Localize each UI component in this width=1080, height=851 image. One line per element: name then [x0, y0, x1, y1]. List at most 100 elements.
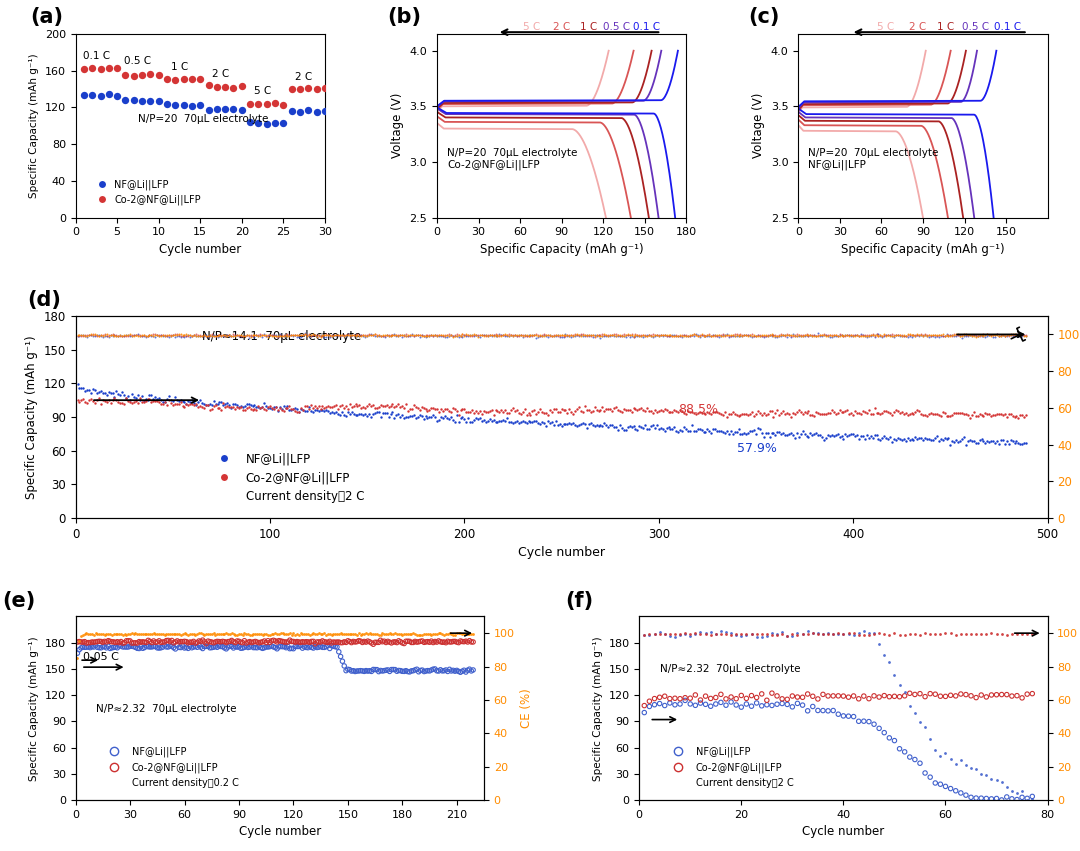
Point [850, 329, 867, 343]
Point [77, 395, 94, 408]
Point [104, 628, 121, 642]
Point [329, 403, 347, 416]
Point [354, 636, 372, 649]
Point [71, 328, 89, 341]
Point [463, 403, 481, 416]
Point [977, 768, 995, 782]
Point [279, 329, 296, 343]
Point [835, 329, 852, 343]
Point [861, 692, 878, 705]
Point [908, 432, 926, 446]
Point [849, 328, 866, 341]
Point [993, 407, 1010, 420]
Point [237, 328, 254, 342]
Point [584, 328, 602, 342]
Point [129, 637, 146, 650]
Point [541, 328, 558, 341]
Point [509, 329, 526, 343]
Point [617, 328, 634, 341]
Point [829, 328, 847, 342]
Point [821, 330, 838, 344]
Point [325, 399, 342, 413]
Point [747, 407, 765, 420]
Point [388, 399, 405, 413]
Point [621, 328, 638, 342]
Point [920, 328, 937, 342]
Point [299, 641, 316, 654]
Point [864, 431, 881, 444]
Point [147, 330, 164, 344]
Point [246, 635, 264, 648]
Point [961, 411, 978, 425]
Point [382, 329, 400, 343]
Point [252, 402, 269, 415]
Point [410, 635, 428, 648]
Point [454, 403, 471, 416]
Point [596, 417, 613, 431]
Text: (d): (d) [27, 290, 60, 310]
Point [244, 399, 261, 413]
Point [658, 328, 675, 342]
Point [118, 328, 135, 342]
Point [905, 433, 922, 447]
Point [225, 102, 242, 116]
Point [238, 397, 255, 411]
Point [693, 423, 711, 437]
Point [431, 328, 448, 341]
Point [220, 328, 238, 342]
Text: 1 C: 1 C [171, 61, 188, 71]
Point [883, 329, 901, 343]
Point [451, 665, 469, 679]
Point [944, 328, 961, 342]
Point [821, 328, 838, 342]
Point [437, 663, 455, 677]
Point [728, 425, 745, 438]
Text: 5 C: 5 C [523, 22, 540, 32]
Point [220, 398, 238, 412]
Point [578, 328, 595, 342]
Point [966, 328, 983, 342]
Point [261, 328, 279, 342]
Point [76, 641, 93, 654]
Point [86, 626, 104, 640]
Point [594, 400, 611, 414]
Point [363, 665, 380, 678]
Point [714, 408, 731, 422]
Point [833, 328, 850, 342]
Point [831, 328, 848, 342]
Point [762, 329, 780, 343]
Point [973, 791, 990, 805]
Point [704, 405, 721, 419]
Point [77, 384, 94, 397]
Point [345, 328, 362, 342]
Point [648, 328, 665, 341]
Point [410, 628, 428, 642]
Text: N/P≈2.32  70μL electrolyte: N/P≈2.32 70μL electrolyte [660, 664, 800, 673]
Point [376, 634, 393, 648]
Point [625, 330, 643, 344]
Point [217, 642, 234, 655]
Point [629, 329, 646, 343]
Point [757, 328, 774, 342]
Point [617, 330, 634, 344]
Point [75, 381, 92, 395]
Point [374, 664, 391, 677]
Point [171, 641, 188, 654]
Point [243, 639, 260, 653]
Point [176, 395, 193, 408]
Point [1015, 436, 1032, 449]
Point [840, 328, 858, 341]
Point [368, 329, 386, 343]
Point [107, 640, 124, 654]
Point [96, 628, 113, 642]
Point [134, 642, 151, 655]
Point [259, 634, 276, 648]
Point [538, 328, 555, 341]
Point [194, 627, 212, 641]
Point [473, 328, 490, 341]
Point [91, 635, 108, 648]
Point [660, 405, 677, 419]
Point [377, 627, 394, 641]
Point [861, 628, 878, 642]
Point [707, 627, 725, 641]
